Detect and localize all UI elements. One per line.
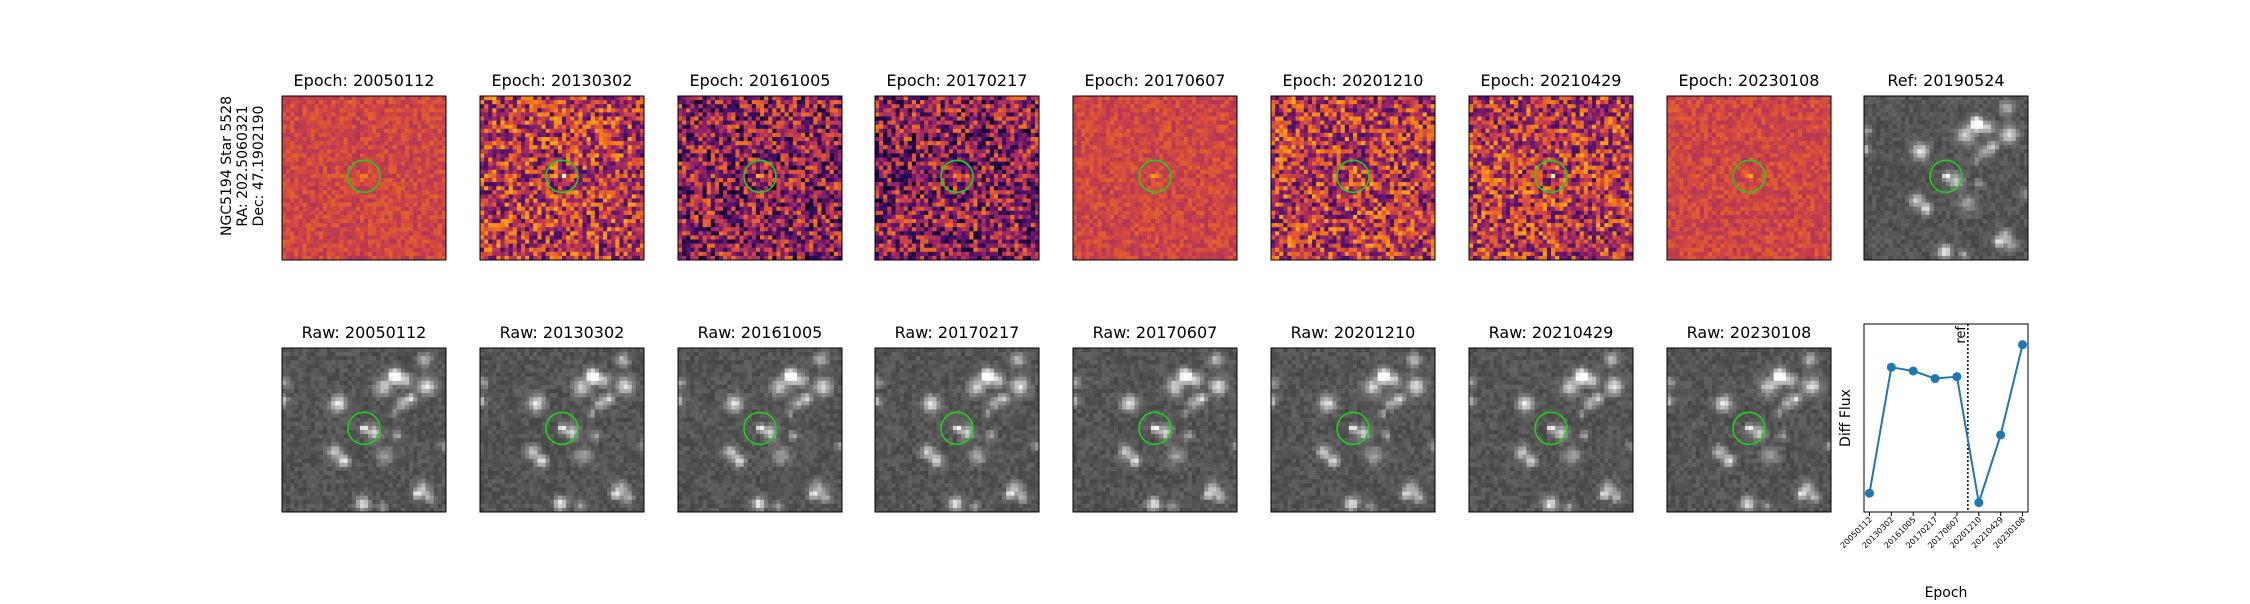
diff-panel-1: Epoch: 20050112 [282,71,447,261]
light-curve-plot: ref2005011220130302201610052017021720170… [1838,324,2028,600]
diff-panel-8-title: Epoch: 20230108 [1679,71,1820,90]
diff-panel-3-title: Epoch: 20161005 [690,71,831,90]
raw-panel-7-image [1469,348,1634,513]
diff-panel-7-title: Epoch: 20210429 [1481,71,1622,90]
raw-panel-7-title: Raw: 20210429 [1489,323,1614,342]
diff-panel-5: Epoch: 20170607 [1073,71,1238,261]
raw-panel-6-title: Raw: 20201210 [1291,323,1416,342]
diff-panel-6: Epoch: 20201210 [1271,71,1436,261]
ref-panel-image [1864,96,2029,261]
diff-panel-6-title: Epoch: 20201210 [1283,71,1424,90]
data-point-20210429 [1996,430,2005,439]
diff-panel-1-image [282,96,447,261]
target-dec: Dec: 47.1902190 [251,106,267,227]
raw-panel-6-image [1271,348,1436,513]
raw-panel-2-image [480,348,645,513]
raw-panel-2-title: Raw: 20130302 [500,323,625,342]
raw-panel-1-title: Raw: 20050112 [302,323,427,342]
raw-panel-4-image [875,348,1040,513]
raw-panel-4-title: Raw: 20170217 [895,323,1020,342]
reference-line-label: ref [1954,326,1969,344]
raw-panel-7: Raw: 20210429 [1469,323,1634,513]
diff-panel-2-image [480,96,645,261]
diff-panel-2-title: Epoch: 20130302 [492,71,633,90]
diff-panel-8: Epoch: 20230108 [1667,71,1832,261]
diff-panel-5-title: Epoch: 20170607 [1085,71,1226,90]
raw-panel-2: Raw: 20130302 [480,323,645,513]
data-point-20130302 [1887,363,1896,372]
target-ra: RA: 202.5060321 [235,105,251,226]
diff-panel-3: Epoch: 20161005 [678,71,843,261]
raw-panel-3-image [678,348,843,513]
x-axis-label: Epoch [1925,585,1968,600]
target-name: NGC5194 Star 5528 [219,96,235,236]
diff-panel-8-image [1667,96,1832,261]
data-point-20230108 [2018,340,2027,349]
data-point-20161005 [1909,367,1918,376]
diff-panel-7: Epoch: 20210429 [1469,71,1634,261]
data-point-20170217 [1931,374,1940,383]
raw-panel-1: Raw: 20050112 [282,323,447,513]
diff-panel-3-image [678,96,843,261]
diff-panel-5-image [1073,96,1238,261]
ref-panel-title: Ref: 20190524 [1887,71,2004,90]
raw-panel-5-image [1073,348,1238,513]
diff-panel-2: Epoch: 20130302 [480,71,645,261]
ref-panel: Ref: 20190524 [1864,71,2029,261]
plot-frame [1864,324,2028,512]
diff-panel-4: Epoch: 20170217 [875,71,1040,261]
data-point-20201210 [1974,498,1983,507]
diff-panel-6-image [1271,96,1436,261]
diff-panel-1-title: Epoch: 20050112 [294,71,435,90]
diff-panel-4-title: Epoch: 20170217 [887,71,1028,90]
y-axis-label: Diff Flux [1838,389,1854,447]
raw-panel-4: Raw: 20170217 [875,323,1040,513]
target-label: NGC5194 Star 5528 RA: 202.5060321 Dec: 4… [219,96,267,236]
raw-panel-8-title: Raw: 20230108 [1687,323,1812,342]
image-panels: Epoch: 20050112 Epoch: 20130302 Epoch: 201… [282,71,2029,513]
raw-panel-8: Raw: 20230108 [1667,323,1832,513]
raw-panel-3: Raw: 20161005 [678,323,843,513]
diff-panel-4-image [875,96,1040,261]
data-point-20050112 [1865,489,1874,498]
raw-panel-5-title: Raw: 20170607 [1093,323,1218,342]
data-point-20170607 [1952,372,1961,381]
diff-panel-7-image [1469,96,1634,261]
raw-panel-1-image [282,348,447,513]
raw-panel-5: Raw: 20170607 [1073,323,1238,513]
raw-panel-8-image [1667,348,1832,513]
raw-panel-3-title: Raw: 20161005 [698,323,823,342]
raw-panel-6: Raw: 20201210 [1271,323,1436,513]
